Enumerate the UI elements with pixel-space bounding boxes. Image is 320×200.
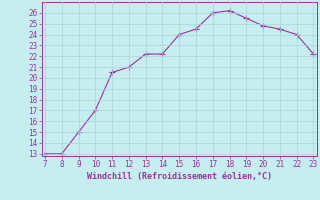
X-axis label: Windchill (Refroidissement éolien,°C): Windchill (Refroidissement éolien,°C) (87, 172, 272, 181)
